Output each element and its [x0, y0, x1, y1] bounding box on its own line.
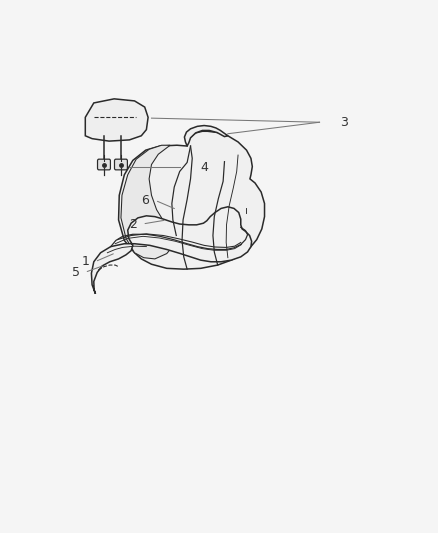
Text: 6: 6 — [141, 193, 149, 207]
Text: 1: 1 — [82, 255, 90, 268]
Text: 3: 3 — [340, 116, 348, 129]
Text: 4: 4 — [201, 161, 208, 174]
Polygon shape — [92, 207, 251, 294]
FancyBboxPatch shape — [98, 159, 110, 170]
Polygon shape — [184, 126, 228, 146]
Polygon shape — [85, 99, 148, 141]
Text: 5: 5 — [71, 266, 80, 279]
Polygon shape — [121, 145, 176, 259]
Text: 2: 2 — [129, 217, 137, 230]
Polygon shape — [119, 131, 265, 269]
FancyBboxPatch shape — [114, 159, 127, 170]
